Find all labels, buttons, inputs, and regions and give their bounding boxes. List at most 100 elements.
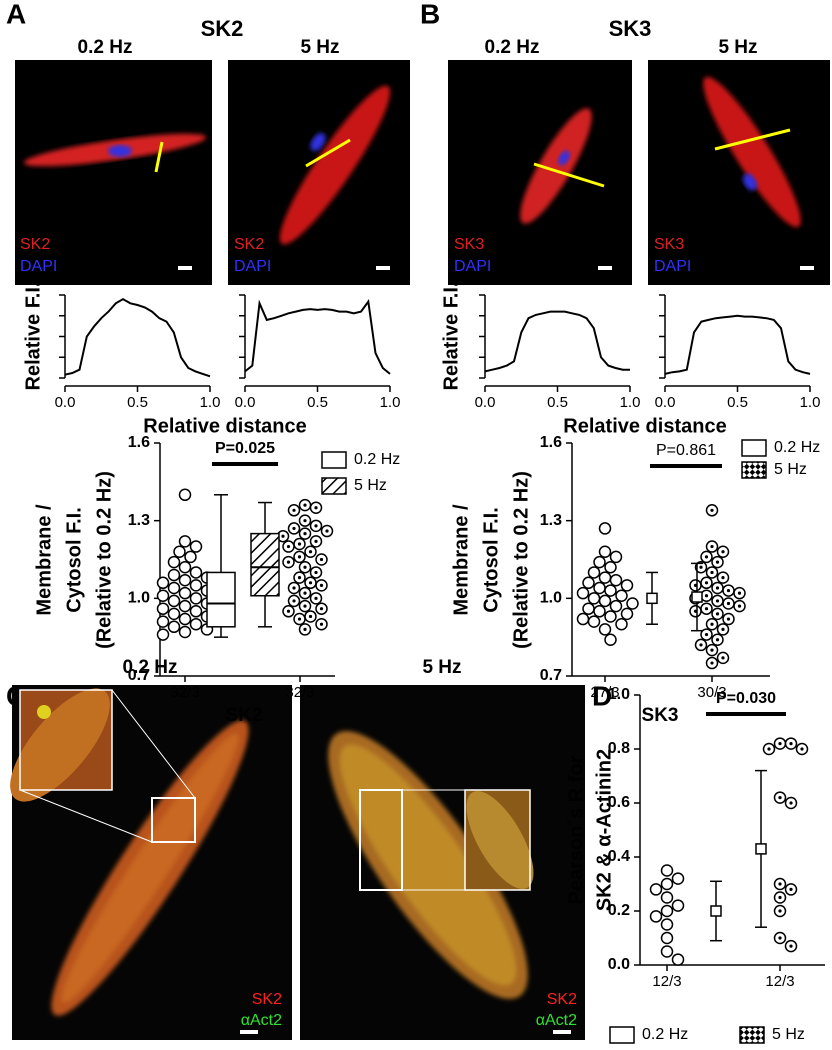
data-point-center (297, 542, 302, 546)
x-tick-label: 1.0 (620, 394, 641, 411)
data-point (660, 904, 674, 918)
data-point-center (297, 576, 302, 580)
data-point-center (726, 617, 731, 621)
data-point (582, 602, 595, 615)
data-point-center (778, 895, 782, 900)
data-point-center (715, 599, 720, 603)
box (206, 571, 236, 628)
data-point (178, 625, 192, 639)
data-point (178, 573, 192, 587)
x-tick-label: 0.5 (127, 394, 148, 411)
panel-letter: D (592, 680, 612, 711)
y-axis-label: Relative F.I. (22, 282, 44, 391)
x-axis-label: Relative distance (143, 415, 306, 437)
mean-marker (691, 591, 703, 603)
data-point-center (314, 570, 318, 575)
data-point-center (704, 555, 709, 559)
data-point (620, 607, 634, 621)
data-point (178, 586, 192, 600)
legend-swatch (609, 1026, 635, 1044)
data-point (660, 931, 674, 945)
data-point-center (789, 801, 793, 805)
data-point-center (726, 601, 731, 606)
panel-letter: A (6, 0, 26, 29)
data-point-center (737, 591, 742, 595)
legend-label: 5 Hz (772, 1026, 805, 1043)
data-point-center (721, 576, 725, 580)
data-point-center (314, 524, 318, 528)
data-point-center (319, 607, 324, 611)
y-tick-label: 1.6 (540, 434, 562, 451)
data-point (156, 628, 170, 641)
data-point (609, 573, 623, 587)
data-point-center (286, 544, 291, 549)
data-point-center (281, 534, 285, 538)
panel-letter: B (420, 0, 440, 29)
data-point-center (800, 747, 804, 751)
data-point (167, 594, 181, 608)
data-point-center (778, 936, 782, 940)
legend-swatch (321, 451, 347, 469)
data-point-center (699, 565, 703, 569)
data-point (609, 550, 623, 564)
x-tick-label: 0.5 (547, 394, 568, 411)
channel-label: SK3 (654, 236, 684, 253)
image-label: 0.2 Hz (123, 657, 178, 678)
image-label: 0.2 Hz (485, 37, 540, 58)
data-point (178, 535, 192, 548)
x-tick-label: 30/3 (697, 684, 726, 701)
data-point (671, 899, 685, 912)
channel-label: SK2 (252, 991, 282, 1008)
data-point (660, 918, 674, 931)
x-tick-label: 0.0 (655, 394, 676, 411)
data-point-center (314, 506, 318, 510)
data-point-center (721, 550, 725, 554)
data-point-center (303, 627, 307, 632)
data-point-center (314, 596, 318, 600)
y-axis-label: Pearson´s R for (565, 755, 587, 904)
data-point-center (303, 532, 307, 536)
channel-label: SK2 (20, 236, 50, 253)
y-axis-label: (Relative to 0.2 Hz) (510, 471, 532, 649)
y-tick-label: 1.0 (540, 590, 562, 607)
profile-line (664, 314, 811, 375)
data-point-center (286, 560, 291, 564)
y-tick-label: 0.8 (608, 740, 630, 757)
legend-swatch (739, 1026, 765, 1044)
data-point (156, 602, 170, 615)
data-point (167, 568, 181, 582)
data-point-center (710, 544, 714, 549)
channel-label: αAct2 (241, 1012, 282, 1029)
y-axis-label: Membrane / (33, 504, 55, 616)
image-label: 5 Hz (422, 657, 461, 678)
data-point (660, 891, 674, 904)
image-label: 0.2 Hz (78, 37, 133, 58)
data-point (587, 615, 601, 628)
data-point (576, 612, 590, 626)
data-point-center (704, 581, 709, 585)
y-tick-label: 1.3 (540, 512, 562, 529)
data-point (593, 605, 606, 618)
legend-label: 5 Hz (354, 477, 387, 494)
data-point (189, 592, 203, 605)
channel-label: DAPI (654, 258, 691, 275)
data-point (178, 488, 192, 502)
channel-label: SK3 (454, 236, 484, 253)
data-point-center (715, 586, 720, 590)
data-point-center (715, 560, 720, 564)
data-point-center (737, 604, 742, 608)
x-axis-label: SK3 (642, 705, 679, 726)
data-point-center (778, 909, 782, 913)
data-point (587, 592, 601, 605)
y-axis-label: Membrane / (450, 504, 472, 616)
data-point (604, 584, 617, 597)
data-point-center (699, 643, 703, 647)
micrograph: 5 Hz SK2 αAct2 (300, 657, 585, 1040)
data-point (593, 555, 606, 569)
x-tick-label: 32/3 (170, 684, 199, 701)
y-tick-label: 0.2 (608, 902, 630, 919)
data-point-center (292, 508, 296, 512)
y-tick-label: 1.3 (128, 512, 150, 529)
y-axis-label: Relative F.I. (440, 282, 462, 391)
data-point (649, 883, 663, 896)
